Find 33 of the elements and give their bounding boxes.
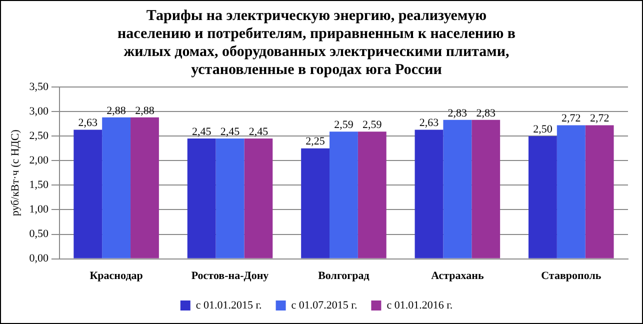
x-tick-label: Астрахань bbox=[431, 270, 484, 282]
data-label: 2,83 bbox=[476, 107, 496, 120]
data-label: 2,59 bbox=[334, 119, 354, 132]
x-tick-label: Волгоград bbox=[318, 270, 370, 282]
data-label: 2,25 bbox=[306, 136, 326, 148]
y-tick-label: 1,50 bbox=[29, 179, 49, 192]
data-label: 2,59 bbox=[362, 119, 382, 132]
y-tick-label: 2,00 bbox=[29, 154, 49, 167]
data-label: 2,45 bbox=[192, 126, 212, 138]
legend-label: с 01.01.2016 г. bbox=[386, 299, 453, 312]
data-label: 2,63 bbox=[419, 117, 440, 130]
data-label: 2,72 bbox=[562, 112, 581, 125]
data-label: 2,63 bbox=[78, 117, 98, 130]
y-tick-label: 3,00 bbox=[29, 105, 49, 118]
x-tick-label: Ставрополь bbox=[541, 270, 602, 282]
y-tick-label: 0,00 bbox=[29, 252, 49, 265]
data-label: 2,45 bbox=[220, 126, 240, 138]
data-label: 2,83 bbox=[448, 107, 468, 120]
y-axis-title: руб/кВт·ч (с НДС) bbox=[9, 129, 22, 216]
data-label: 2,45 bbox=[248, 126, 269, 138]
data-label: 2,72 bbox=[590, 112, 610, 125]
legend-label: с 01.01.2015 г. bbox=[196, 299, 262, 312]
data-label: 2,88 bbox=[106, 104, 126, 117]
data-label: 2,50 bbox=[533, 123, 553, 136]
y-tick-label: 3,50 bbox=[29, 80, 49, 93]
y-tick-label: 0,50 bbox=[29, 228, 49, 240]
y-tick-label: 2,50 bbox=[29, 130, 49, 142]
x-tick-label: Ростов-на-Дону bbox=[191, 270, 270, 282]
legend-label: с 01.07.2015 г. bbox=[291, 299, 358, 312]
y-tick-label: 1,00 bbox=[29, 204, 49, 216]
data-label: 2,88 bbox=[135, 104, 155, 117]
chart-title: Тарифы на электрическую энергию, реализуемую населению и потребителям, приравненным к населению в жилых домах, оборудованных электрическими плитами, установленные в городах юга России bbox=[117, 8, 516, 78]
x-tick-label: Краснодар bbox=[90, 270, 143, 282]
